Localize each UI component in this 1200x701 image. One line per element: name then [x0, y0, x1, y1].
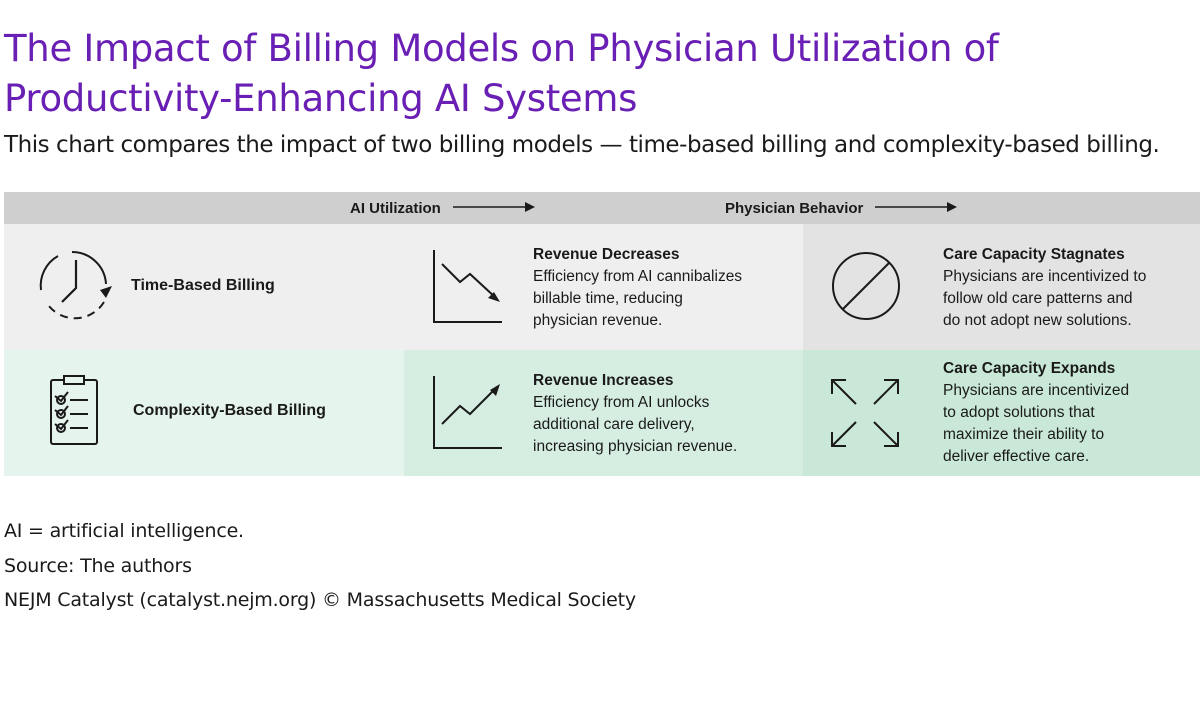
cell-line: Physicians are incentivized to — [943, 268, 1147, 285]
cell-line: increasing physician revenue. — [533, 438, 738, 455]
uptrend-chart-icon — [432, 374, 504, 454]
cell-line: follow old care patterns and — [943, 290, 1133, 307]
credit-note: NEJM Catalyst (catalyst.nejm.org) © Mass… — [4, 589, 636, 611]
cell-heading: Revenue Decreases — [533, 246, 680, 263]
page-subtitle: This chart compares the impact of two bi… — [4, 132, 1160, 158]
cell-line: to adopt solutions that — [943, 404, 1095, 421]
page-title: The Impact of Billing Models on Physicia… — [4, 27, 999, 120]
cell-line: do not adopt new solutions. — [943, 312, 1132, 329]
care-capacity-expands-text: Care Capacity Expands Physicians are inc… — [943, 358, 1198, 468]
right-arrow-icon — [875, 200, 958, 217]
care-capacity-stagnates-text: Care Capacity Stagnates Physicians are i… — [943, 244, 1198, 332]
comparison-table: AI Utilization Physician Behavior Time-B… — [4, 192, 1200, 476]
cell-heading: Revenue Increases — [533, 372, 674, 389]
downtrend-chart-icon — [432, 248, 504, 328]
revenue-increases-text: Revenue Increases Efficiency from AI unl… — [533, 370, 795, 458]
clipboard-checklist-icon — [48, 374, 100, 450]
header-ai-utilization: AI Utilization — [350, 192, 535, 224]
source-note: Source: The authors — [4, 555, 192, 577]
cell-line: physician revenue. — [533, 312, 663, 329]
cell-care-capacity-expands: Care Capacity Expands Physicians are inc… — [803, 350, 1200, 476]
cell-line: Efficiency from AI cannibalizes — [533, 268, 743, 285]
row-time-based-billing: Time-Based Billing — [4, 224, 404, 350]
cell-care-capacity-stagnates: Care Capacity Stagnates Physicians are i… — [803, 224, 1200, 350]
header-physician-behavior-label: Physician Behavior — [725, 199, 864, 217]
right-arrow-icon — [452, 200, 535, 217]
row-label-time-based: Time-Based Billing — [131, 277, 275, 294]
expand-arrows-icon — [828, 376, 902, 454]
revenue-decreases-text: Revenue Decreases Efficiency from AI can… — [533, 244, 795, 332]
cell-line: maximize their ability to — [943, 426, 1105, 443]
cell-revenue-decreases: Revenue Decreases Efficiency from AI can… — [404, 224, 803, 350]
row-complexity-based-billing: Complexity-Based Billing — [4, 350, 404, 476]
cell-line: additional care delivery, — [533, 416, 695, 433]
cell-line: Efficiency from AI unlocks — [533, 394, 710, 411]
cell-heading: Care Capacity Expands — [943, 360, 1116, 377]
cell-line: Physicians are incentivized — [943, 382, 1130, 399]
abbreviation-note: AI = artificial intelligence. — [4, 520, 244, 542]
cell-revenue-increases: Revenue Increases Efficiency from AI unl… — [404, 350, 803, 476]
cell-line: deliver effective care. — [943, 448, 1090, 465]
row-label-complexity-based: Complexity-Based Billing — [133, 402, 326, 419]
header-physician-behavior: Physician Behavior — [725, 192, 958, 224]
header-ai-utilization-label: AI Utilization — [350, 199, 441, 217]
cell-heading: Care Capacity Stagnates — [943, 246, 1125, 263]
cell-line: billable time, reducing — [533, 290, 683, 307]
prohibited-icon — [830, 250, 902, 326]
clock-icon — [36, 246, 116, 330]
table-header: AI Utilization Physician Behavior — [4, 192, 1200, 224]
